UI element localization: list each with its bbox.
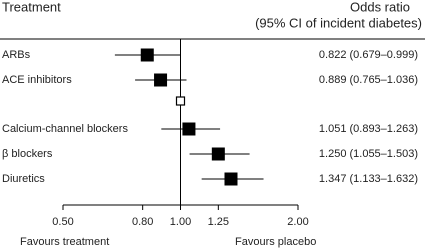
- category-label: ARBs: [2, 49, 31, 61]
- y-label: Treatment: [2, 0, 61, 14]
- x-tick-label: 0.80: [132, 216, 153, 228]
- point-estimate: [154, 73, 168, 87]
- point-estimate: [182, 122, 196, 136]
- annotation: Favours treatment: [20, 236, 109, 248]
- value-label: 1.250 (1.055–1.503): [319, 148, 418, 160]
- x-tick-label: 0.50: [52, 216, 73, 228]
- point-estimate: [140, 48, 154, 62]
- category-label: Diuretics: [2, 173, 45, 185]
- category-label: ACE inhibitors: [2, 74, 72, 86]
- value-label: 0.889 (0.765–1.036): [319, 74, 418, 86]
- point-estimate: [211, 147, 225, 161]
- x-tick-label: 1.25: [208, 216, 229, 228]
- category-label: β blockers: [2, 148, 53, 160]
- value-title: Odds ratio: [350, 0, 410, 14]
- x-tick-label: 2.00: [287, 216, 308, 228]
- value-label: 1.347 (1.133–1.632): [319, 173, 418, 185]
- value-label: 0.822 (0.679–0.999): [319, 49, 418, 61]
- value-label: 1.051 (0.893–1.263): [319, 123, 418, 135]
- category-label: Calcium-channel blockers: [2, 123, 128, 135]
- value-subtitle: (95% CI of incident diabetes): [255, 15, 422, 30]
- annotation: Favours placebo: [235, 236, 316, 248]
- point-estimate: [175, 96, 186, 106]
- x-tick-label: 1.00: [170, 216, 191, 228]
- point-estimate: [224, 172, 238, 186]
